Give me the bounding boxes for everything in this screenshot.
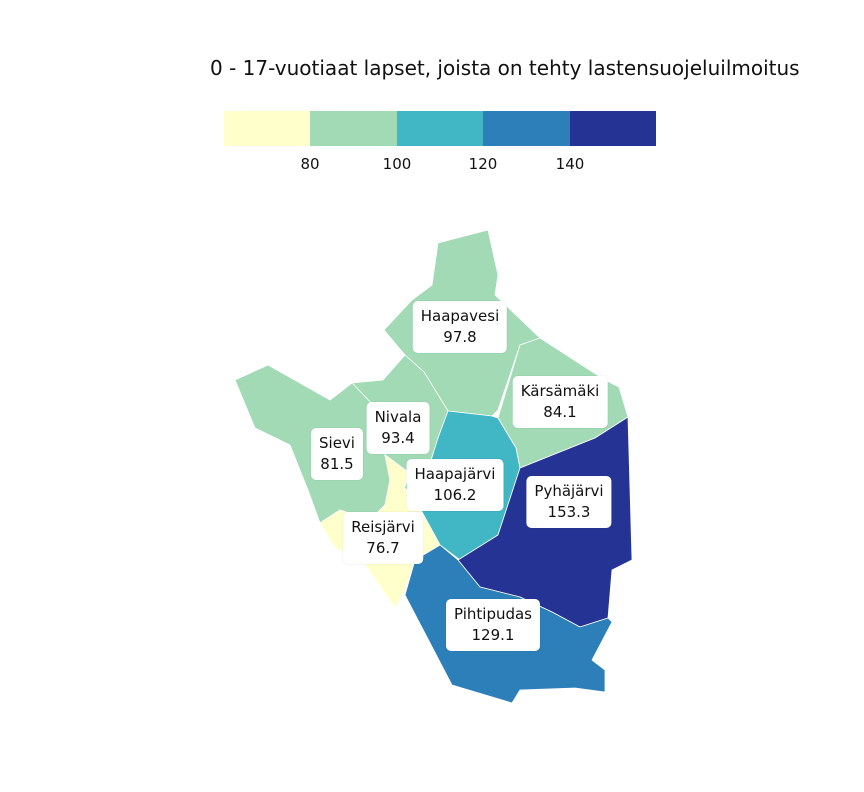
municipality-value: 129.1 <box>471 626 515 644</box>
label-haapajarvi: Haapajärvi 106.2 <box>406 459 504 511</box>
municipality-name: Haapajärvi <box>414 465 496 483</box>
municipality-value: 97.8 <box>443 328 477 346</box>
label-reisjarvi: Reisjärvi 76.7 <box>343 512 423 564</box>
legend-swatch-5 <box>569 111 657 146</box>
municipality-name: Kärsämäki <box>520 382 600 400</box>
municipality-name: Reisjärvi <box>351 518 415 536</box>
legend-ticks: 80 100 120 140 <box>224 155 656 175</box>
legend-tick: 140 <box>555 155 585 173</box>
legend-tick: 100 <box>382 155 412 173</box>
municipality-name: Pyhäjärvi <box>534 482 604 500</box>
municipality-name: Pihtipudas <box>454 605 532 623</box>
legend-swatch-4 <box>483 111 570 146</box>
municipality-value: 106.2 <box>433 486 477 504</box>
municipality-name: Nivala <box>374 408 422 426</box>
label-sievi: Sievi 81.5 <box>311 428 363 480</box>
label-haapavesi: Haapavesi 97.8 <box>412 301 508 353</box>
municipality-value: 84.1 <box>543 403 577 421</box>
legend-tick: 80 <box>300 155 320 173</box>
legend-swatch-1 <box>224 111 311 146</box>
municipality-name: Sievi <box>319 434 355 452</box>
label-pyhajarvi: Pyhäjärvi 153.3 <box>526 476 612 528</box>
municipality-value: 153.3 <box>547 503 591 521</box>
map-title: 0 - 17-vuotiaat lapset, joista on tehty … <box>210 56 800 80</box>
municipality-value: 81.5 <box>320 455 354 473</box>
legend-swatch-2 <box>310 111 397 146</box>
municipality-value: 76.7 <box>366 539 400 557</box>
label-karsamaki: Kärsämäki 84.1 <box>512 376 608 428</box>
municipality-name: Haapavesi <box>420 307 500 325</box>
municipality-value: 93.4 <box>381 429 415 447</box>
label-nivala: Nivala 93.4 <box>366 402 430 454</box>
label-pihtipudas: Pihtipudas 129.1 <box>446 599 540 651</box>
color-legend <box>224 111 657 146</box>
legend-swatch-3 <box>396 111 484 146</box>
legend-tick: 120 <box>468 155 498 173</box>
